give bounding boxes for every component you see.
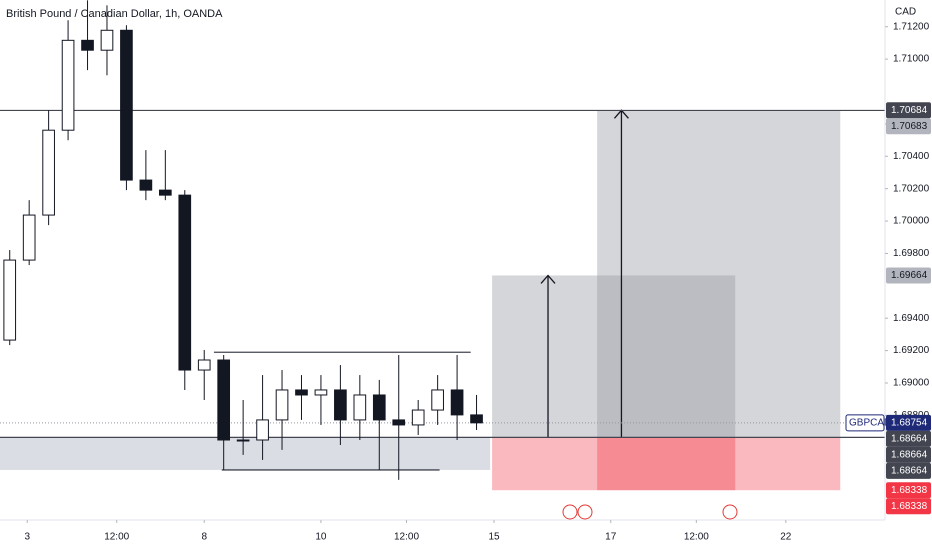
y-tick-label: 1.70000 [893,216,930,227]
symbol-label-box [845,414,885,432]
price-label: 1.68338 [891,501,928,512]
y-tick-label: 1.69400 [893,313,930,324]
price-label-box [886,267,931,284]
event-icon [577,504,593,520]
y-tick-label: 1.70400 [893,151,930,162]
price-label: 1.68664 [891,433,928,444]
chart-title: British Pound / Canadian Dollar, 1h, OAN… [6,8,223,20]
x-tick-label: 10 [315,532,327,543]
candle-body [22,214,36,261]
candle-body [61,39,75,131]
stop-zone [597,437,841,491]
candle-body [392,419,406,426]
price-label: 1.68664 [891,449,928,460]
price-label: 1.68664 [891,465,928,476]
price-label: 1.69664 [891,270,928,281]
y-tick-label: 1.71000 [893,54,930,65]
candle-body [431,389,444,411]
event-icon [722,504,738,520]
candle-body [217,359,231,441]
candle-body [139,179,153,191]
candle-body [100,29,114,51]
x-tick-label: 12:00 [104,532,129,543]
price-label-box [886,446,931,463]
x-tick-label: 17 [605,532,617,543]
price-label-box [886,430,931,447]
price-label-box [886,102,931,119]
x-tick-label: 15 [488,532,500,543]
x-tick-label: 3 [24,532,30,543]
candle-body [256,419,269,441]
y-tick-label: 1.69800 [893,248,930,259]
stop-zone [492,437,736,491]
price-label-box [886,414,931,431]
y-tick-label: 1.69200 [893,345,930,356]
candle-body [158,189,172,196]
candle-body [275,389,289,421]
x-tick-label: 12:00 [394,532,419,543]
price-label-box [886,118,931,135]
event-icon [562,504,578,520]
candle-body [372,394,386,421]
y-tick-label: 1.70200 [893,183,930,194]
arrow-head [540,274,556,284]
y-tick-label: 1.69000 [893,378,930,389]
x-tick-label: 12:00 [684,532,709,543]
target-zone [492,275,736,438]
candle-body [450,389,464,416]
price-label: 1.70684 [891,105,928,116]
event-icons [562,504,738,520]
y-axis-label: CAD [895,7,916,18]
candle-body [120,29,133,181]
candle-body [81,39,94,51]
plot-area [0,0,885,491]
x-tick-label: 8 [201,532,207,543]
price-label: 1.70683 [891,121,928,132]
candle-body [42,129,55,216]
price-label-box [886,482,931,499]
candle-body [236,439,250,442]
candle-body [334,389,347,421]
x-tick-label: 22 [780,532,792,543]
candle-body [178,194,192,371]
candle-body [3,259,17,341]
candle-body [314,389,328,396]
price-label: 1.68754 [891,417,928,428]
candle-body [411,409,425,426]
candle-body [197,359,211,371]
symbol-label: GBPCAD [849,417,891,428]
candle-body [295,389,308,396]
target-zone [597,110,841,438]
candle-body [470,414,483,424]
price-label-box [886,462,931,479]
price-label-box [886,498,931,515]
price-label: 1.68338 [891,485,928,496]
y-tick-label: 1.71200 [893,21,930,32]
candle-body [353,394,367,421]
support-zone [0,437,491,470]
